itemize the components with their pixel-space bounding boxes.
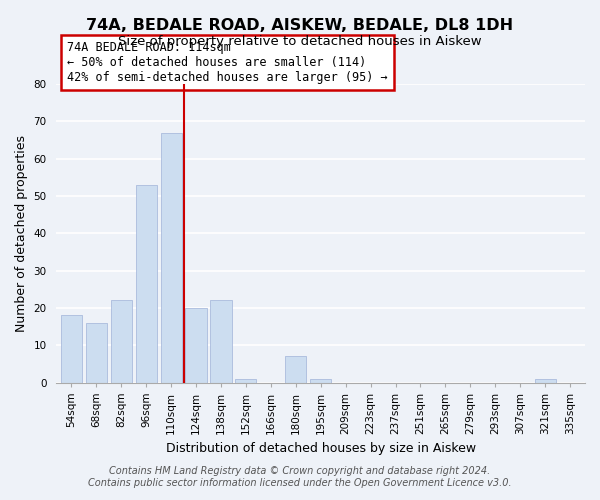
Bar [136,184,157,382]
Bar [211,300,232,382]
Y-axis label: Number of detached properties: Number of detached properties [15,135,28,332]
Bar [86,323,107,382]
Bar [161,132,182,382]
Bar [185,308,206,382]
Text: 74A BEDALE ROAD: 114sqm
← 50% of detached houses are smaller (114)
42% of semi-d: 74A BEDALE ROAD: 114sqm ← 50% of detache… [67,41,388,84]
Bar [235,379,256,382]
Bar [535,379,556,382]
X-axis label: Distribution of detached houses by size in Aiskew: Distribution of detached houses by size … [166,442,476,455]
Text: 74A, BEDALE ROAD, AISKEW, BEDALE, DL8 1DH: 74A, BEDALE ROAD, AISKEW, BEDALE, DL8 1D… [86,18,514,32]
Bar [310,379,331,382]
Bar [285,356,307,382]
Bar [61,316,82,382]
Text: Size of property relative to detached houses in Aiskew: Size of property relative to detached ho… [118,35,482,48]
Bar [110,300,132,382]
Text: Contains HM Land Registry data © Crown copyright and database right 2024.
Contai: Contains HM Land Registry data © Crown c… [88,466,512,487]
